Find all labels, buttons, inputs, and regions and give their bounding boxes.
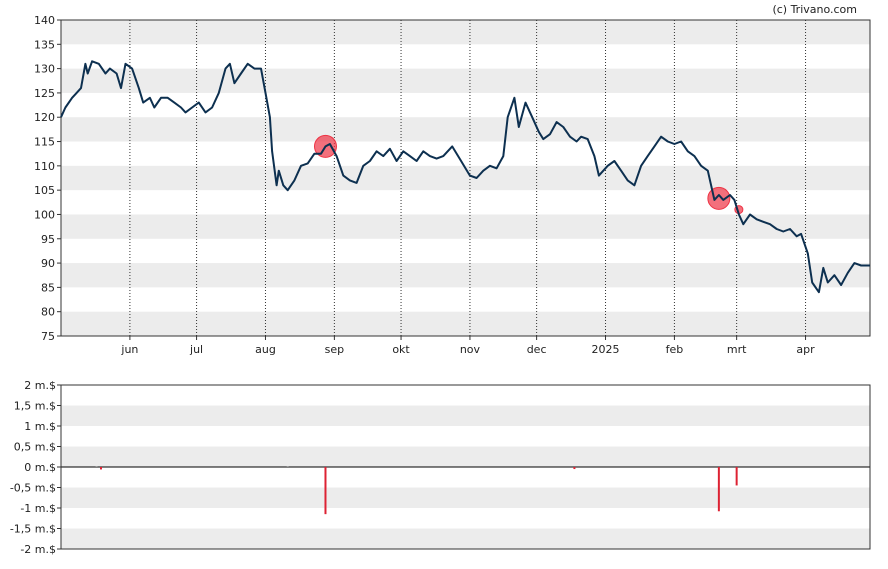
y-tick-label: 135: [34, 38, 55, 51]
grid-band: [61, 263, 870, 288]
y-tick-label: 1,5 m.$: [14, 400, 56, 413]
plot-frame: [60, 19, 871, 337]
grid-band: [61, 446, 870, 467]
price-chart-panel: jun jul aug sep okt nov dec 2025 feb mrt apr 75 80 85…: [34, 14, 871, 356]
y-tick-label: 80: [41, 306, 55, 319]
y-tick-label: 2 m.$: [24, 379, 56, 392]
y-tick-label: 0,5 m.$: [14, 441, 56, 454]
price-line: [60, 60, 870, 294]
y-tick-label: 110: [34, 160, 55, 173]
y-tick-label: 100: [34, 208, 55, 221]
grid-band: [61, 487, 870, 508]
credit-text: (c) Trivano.com: [772, 3, 857, 16]
grid-band: [61, 214, 870, 239]
x-tick-label: apr: [796, 343, 815, 356]
x-tick-label: aug: [255, 343, 276, 356]
grid-band: [61, 68, 870, 93]
y-tick-label: 0 m.$: [24, 461, 56, 474]
y-tick-label: -1,5 m.$: [10, 523, 56, 536]
x-tick-label: feb: [666, 343, 684, 356]
x-tick-label: dec: [527, 343, 547, 356]
x-tick-label: nov: [460, 343, 481, 356]
x-tick-label: jun: [120, 343, 138, 356]
y-tick-label: 95: [41, 233, 55, 246]
x-tick-label: sep: [325, 343, 344, 356]
y-tick-label: 1 m.$: [24, 420, 56, 433]
y-tick-label: 125: [34, 87, 55, 100]
y-tick-label: 140: [34, 14, 55, 27]
y-tick-label: 75: [41, 330, 55, 343]
grid-band: [61, 117, 870, 142]
y-tick-label: 115: [34, 136, 55, 149]
grid-band: [61, 528, 870, 549]
y-tick-label: -2 m.$: [20, 543, 56, 556]
y-tick-label: -1 m.$: [20, 502, 56, 515]
x-tick-label: okt: [392, 343, 410, 356]
x-tick-label: jul: [189, 343, 203, 356]
insider-trades-panel: 2 m.$ 1,5 m.$ 1 m.$ 0,5 m.$ 0 m.$ -0,5 m.$ -1 …: [10, 379, 871, 556]
y-tick-label: -0,5 m.$: [10, 482, 56, 495]
grid-band: [61, 20, 870, 45]
x-tick-label: 2025: [592, 343, 620, 356]
y-tick-label: 105: [34, 184, 55, 197]
x-tick-label: mrt: [727, 343, 747, 356]
y-tick-label: 90: [41, 257, 55, 270]
grid-band: [61, 405, 870, 426]
grid-band: [61, 311, 870, 336]
y-tick-label: 85: [41, 281, 55, 294]
plot-frame: [60, 384, 871, 550]
y-tick-label: 130: [34, 63, 55, 76]
y-tick-label: 120: [34, 111, 55, 124]
